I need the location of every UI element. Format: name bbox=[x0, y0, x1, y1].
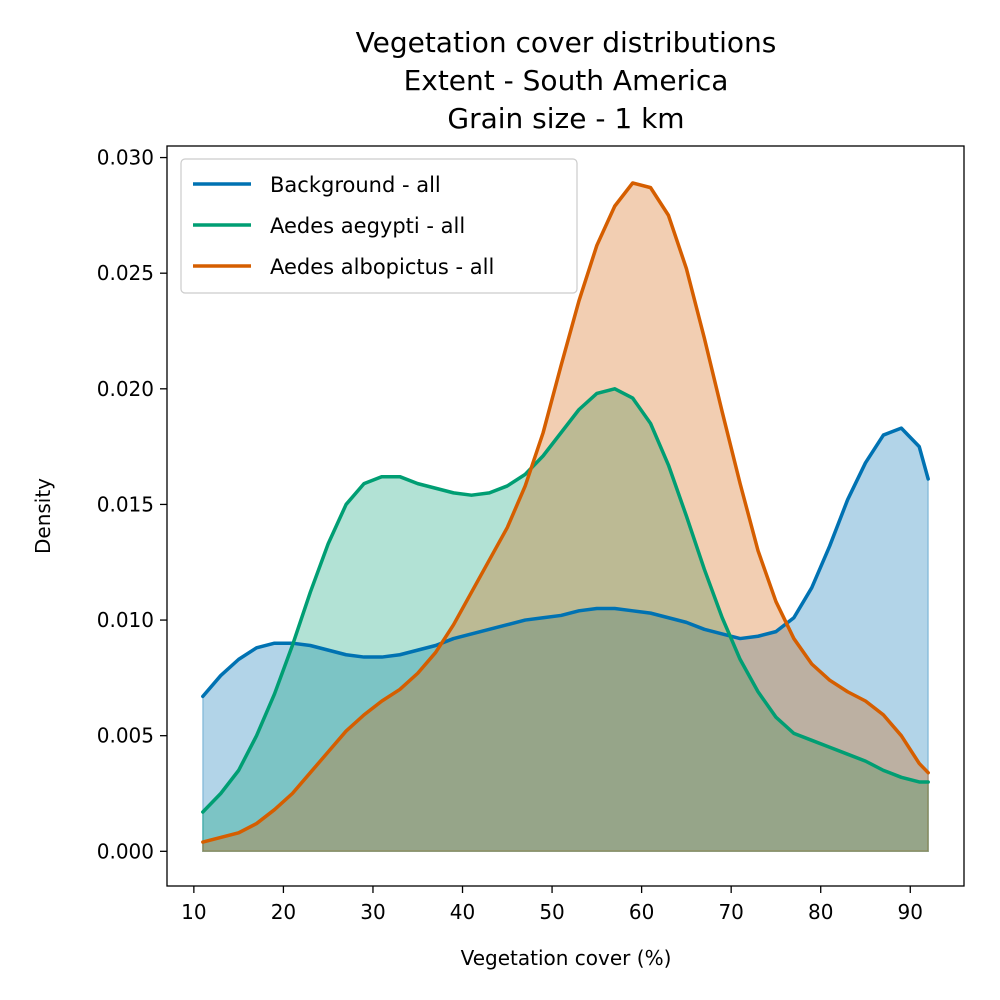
series-lines bbox=[201, 181, 930, 844]
plot-area bbox=[166, 145, 965, 887]
x-axis: 10 20 30 40 50 60 70 80 90 bbox=[181, 886, 923, 924]
legend-items: Background - all Aedes aegypti - all Aedes… bbox=[193, 173, 494, 279]
x-tick-label: 50 bbox=[539, 900, 564, 924]
y-tick-label: 0.025 bbox=[97, 261, 154, 285]
y-tick-label: 0.010 bbox=[97, 608, 154, 632]
y-tick-label: 0.000 bbox=[97, 839, 154, 863]
legend-label-aedes-aegypti-all: Aedes aegypti - all bbox=[270, 214, 465, 238]
x-tick-label: 70 bbox=[718, 900, 743, 924]
legend: Background - all Aedes aegypti - all Aedes… bbox=[180, 158, 578, 294]
y-tick-label: 0.030 bbox=[97, 146, 154, 170]
area-fills bbox=[202, 182, 929, 853]
chart-title: Vegetation cover distributions Extent - … bbox=[356, 26, 777, 135]
chart-title-line-3: Grain size - 1 km bbox=[447, 102, 684, 135]
chart-title-line-2: Extent - South America bbox=[404, 64, 729, 97]
series-line-background-all bbox=[201, 426, 930, 699]
chart-title-line-1: Vegetation cover distributions bbox=[356, 26, 777, 59]
y-tick-label: 0.020 bbox=[97, 377, 154, 401]
x-tick-label: 40 bbox=[450, 900, 475, 924]
x-tick-label: 60 bbox=[629, 900, 654, 924]
x-tick-label: 20 bbox=[271, 900, 296, 924]
y-tick-label: 0.005 bbox=[97, 724, 154, 748]
x-tick-label: 30 bbox=[360, 900, 385, 924]
y-axis: 0.000 0.005 0.010 0.015 0.020 0.025 0.030 bbox=[97, 146, 167, 863]
x-tick-label: 90 bbox=[898, 900, 923, 924]
x-tick-label: 10 bbox=[181, 900, 206, 924]
legend-label-aedes-albopictus-all: Aedes albopictus - all bbox=[270, 255, 494, 279]
y-axis-label: Density bbox=[31, 478, 55, 554]
legend-label-background-all: Background - all bbox=[270, 173, 441, 197]
legend-box bbox=[180, 158, 578, 294]
series-line-aedes-aegypti-all bbox=[201, 387, 930, 814]
x-axis-label: Vegetation cover (%) bbox=[461, 946, 672, 970]
y-tick-label: 0.015 bbox=[97, 492, 154, 516]
series-line-aedes-albopictus-all bbox=[201, 181, 930, 844]
x-tick-label: 80 bbox=[808, 900, 833, 924]
plot-frame bbox=[166, 145, 965, 887]
